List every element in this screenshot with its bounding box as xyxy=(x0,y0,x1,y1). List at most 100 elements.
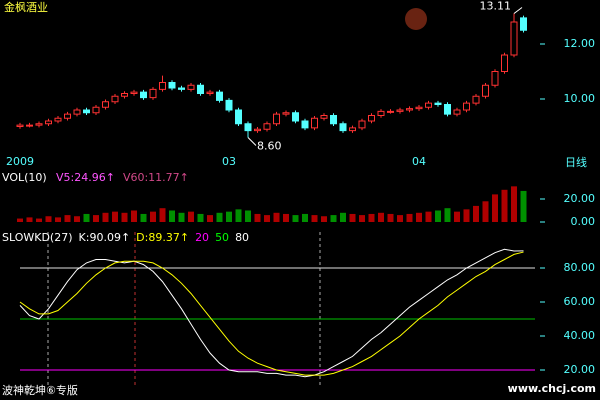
volume-bar xyxy=(492,194,498,222)
volume-bar xyxy=(435,210,441,222)
volume-bar xyxy=(235,209,242,222)
candle-body xyxy=(273,113,280,125)
candle-body xyxy=(339,123,347,132)
legend-entry: V60:11.77↑ xyxy=(123,171,189,184)
volume-bar xyxy=(140,213,147,222)
legend-entry: V5:24.96↑ xyxy=(56,171,115,184)
volume-bar xyxy=(178,212,185,222)
volume-bar xyxy=(264,215,270,222)
candle-body xyxy=(349,127,356,132)
volume-bar xyxy=(387,213,394,222)
period-label: 日线 xyxy=(565,155,587,169)
y-tick-label: 10.00 xyxy=(564,92,596,105)
volume-bar xyxy=(26,217,33,222)
volume-bar xyxy=(416,212,422,222)
volume-bar xyxy=(368,213,375,222)
volume-bar xyxy=(197,213,204,222)
candle-body xyxy=(434,102,442,105)
volume-bar xyxy=(64,215,71,222)
candle-body xyxy=(54,117,62,122)
volume-bar xyxy=(254,213,261,222)
indicator-line xyxy=(19,251,524,376)
candle-body xyxy=(197,84,204,94)
volume-bar xyxy=(321,216,327,222)
volume-bar xyxy=(131,210,137,222)
header-entry: SLOWKD(27) xyxy=(2,231,73,244)
volume-bar xyxy=(425,211,432,222)
candle-body xyxy=(83,109,90,114)
volume-bar xyxy=(444,208,451,222)
candle-body xyxy=(292,112,299,122)
x-tick-label: 2009 xyxy=(6,155,34,168)
volume-bar xyxy=(226,211,232,222)
candle-body xyxy=(102,101,109,108)
candle-body xyxy=(482,84,489,97)
volume-bar xyxy=(340,212,346,222)
volume-bar xyxy=(55,217,61,222)
volume-bar xyxy=(102,212,109,222)
candle-body xyxy=(16,124,24,127)
header-entry: 50 xyxy=(215,231,229,244)
chart-title: 金枫酒业 xyxy=(4,0,48,14)
candle-body xyxy=(491,71,499,86)
candle-body xyxy=(73,109,81,115)
panel-label: VOL(10) xyxy=(2,171,47,184)
y-tick-label: 20.00 xyxy=(564,192,596,205)
volume-bar xyxy=(150,211,156,222)
volume-bar xyxy=(349,213,356,222)
candle-body xyxy=(415,106,423,110)
volume-bar xyxy=(482,201,489,222)
volume-bar xyxy=(216,212,223,222)
candle-body xyxy=(178,87,185,90)
candle-body xyxy=(26,124,33,127)
volume-bar xyxy=(245,210,251,222)
volume-bar xyxy=(311,215,318,222)
volume-bar xyxy=(473,205,479,222)
volume-bar xyxy=(292,215,299,222)
volume-bar xyxy=(36,218,42,222)
volume-bar xyxy=(273,212,280,222)
candle-body xyxy=(187,84,195,90)
volume-bar xyxy=(17,218,23,222)
candle-body xyxy=(216,91,223,101)
x-tick-label: 03 xyxy=(222,155,236,168)
candle-body xyxy=(263,123,271,130)
candle-body xyxy=(159,82,166,90)
y-tick-label: 12.00 xyxy=(564,37,596,50)
volume-bar xyxy=(397,215,403,222)
y-tick-label: 40.00 xyxy=(564,329,596,342)
candle-body xyxy=(387,110,394,113)
candle-body xyxy=(225,99,233,111)
candle-body xyxy=(121,93,128,97)
volume-bar xyxy=(93,215,99,222)
candle-body xyxy=(444,104,451,115)
header-entry: D:89.37↑ xyxy=(136,231,189,244)
candle-body xyxy=(510,21,518,56)
candle-body xyxy=(368,115,375,122)
watermark: www.chcj.com xyxy=(508,382,596,395)
candle-body xyxy=(254,128,261,132)
logo xyxy=(405,8,427,30)
volume-bar xyxy=(45,216,52,222)
candle-body xyxy=(358,120,366,129)
candle-body xyxy=(520,17,527,31)
y-tick-label: 60.00 xyxy=(564,295,596,308)
footer: 波神乾坤⑥专版 xyxy=(2,383,78,397)
volume-bar xyxy=(378,212,384,222)
header-entry: 20 xyxy=(195,231,209,244)
candle-body xyxy=(206,91,214,94)
volume-bar xyxy=(74,216,80,222)
annotation-line xyxy=(513,7,523,14)
volume-bar xyxy=(83,213,90,222)
candle-body xyxy=(64,113,71,119)
annotation-line xyxy=(247,137,257,146)
volume-bar xyxy=(359,215,365,222)
volume-bar xyxy=(501,189,508,222)
candle-body xyxy=(406,108,413,111)
volume-bar xyxy=(188,211,194,222)
candle-body xyxy=(282,112,290,115)
header-entry: 80 xyxy=(235,231,249,244)
candle-body xyxy=(35,123,43,126)
